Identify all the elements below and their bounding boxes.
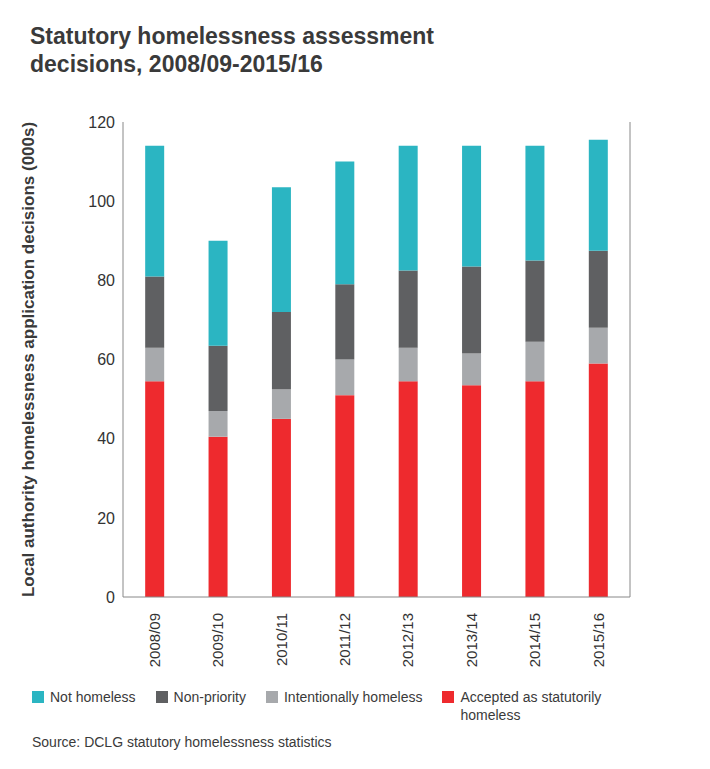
svg-text:80: 80 <box>97 272 115 289</box>
svg-text:2011/12: 2011/12 <box>336 613 353 666</box>
svg-text:2012/13: 2012/13 <box>399 613 416 667</box>
svg-text:2013/14: 2013/14 <box>463 613 480 667</box>
svg-text:100: 100 <box>88 193 115 210</box>
html-text:Not homeless: Not homeless <box>50 689 136 705</box>
svg-text:120: 120 <box>88 114 115 131</box>
svg-text:2010/11: 2010/11 <box>273 613 290 666</box>
html-text:Accepted as statutorily homele: Accepted as statutorily homeless <box>460 689 602 723</box>
svg-text:2009/10: 2009/10 <box>209 613 226 667</box>
svg-text:Local authority homelessness a: Local authority homelessness application… <box>19 122 38 597</box>
html-text:Source: DCLG statutory homeles: Source: DCLG statutory homelessness stat… <box>32 734 332 750</box>
html-text:Statutory homelessness assessm: Statutory homelessness assessment decisi… <box>30 23 434 77</box>
svg-text:2014/15: 2014/15 <box>526 613 543 667</box>
svg-text:20: 20 <box>97 510 115 527</box>
svg-text:2015/16: 2015/16 <box>590 613 607 667</box>
html-text:Non-priority: Non-priority <box>173 689 246 705</box>
svg-text:60: 60 <box>97 351 115 368</box>
svg-text:2008/09: 2008/09 <box>146 613 163 667</box>
svg-text:40: 40 <box>97 430 115 447</box>
html-text:Intentionally homeless: Intentionally homeless <box>284 689 423 705</box>
svg-text:0: 0 <box>106 589 115 606</box>
